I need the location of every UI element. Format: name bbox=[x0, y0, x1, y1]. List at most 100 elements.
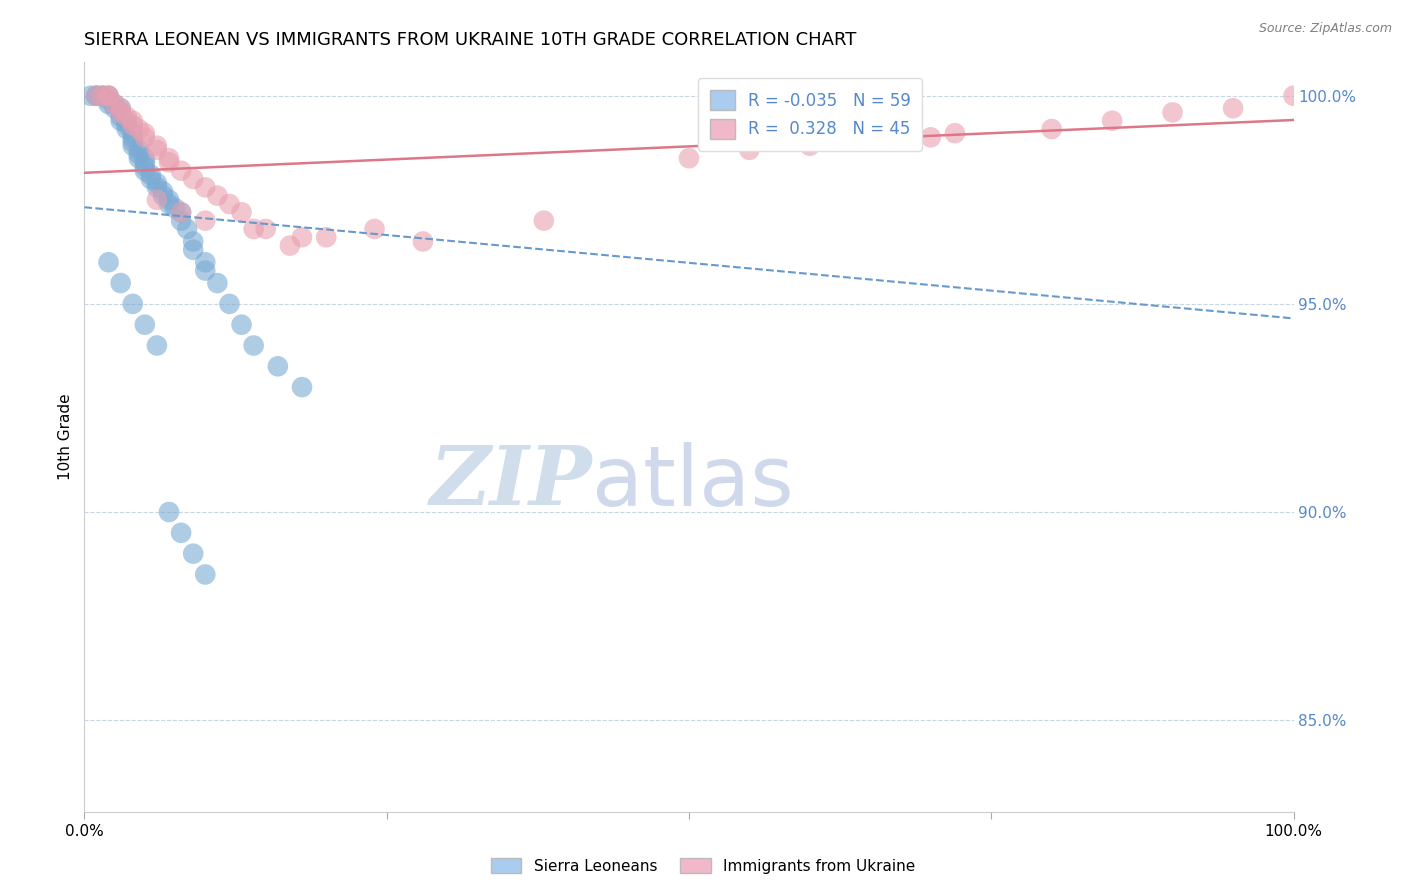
Point bbox=[170, 525, 193, 540]
Point bbox=[315, 230, 337, 244]
Point bbox=[207, 188, 229, 202]
Point bbox=[152, 188, 174, 202]
Point bbox=[121, 297, 143, 311]
Point bbox=[134, 155, 156, 169]
Point bbox=[859, 135, 882, 149]
Point bbox=[110, 101, 132, 115]
Point bbox=[194, 180, 217, 194]
Point bbox=[97, 93, 120, 107]
Point bbox=[207, 276, 229, 290]
Point bbox=[97, 97, 120, 112]
Point bbox=[128, 147, 150, 161]
Point bbox=[121, 130, 143, 145]
Point bbox=[134, 160, 156, 174]
Point bbox=[134, 126, 156, 140]
Point bbox=[1161, 105, 1184, 120]
Point bbox=[86, 88, 108, 103]
Point bbox=[110, 113, 132, 128]
Point bbox=[134, 318, 156, 332]
Point bbox=[91, 88, 114, 103]
Point bbox=[170, 213, 193, 227]
Point bbox=[115, 122, 138, 136]
Point bbox=[194, 255, 217, 269]
Point bbox=[110, 276, 132, 290]
Point bbox=[157, 193, 180, 207]
Point bbox=[146, 338, 169, 352]
Point bbox=[86, 88, 108, 103]
Point bbox=[231, 205, 253, 219]
Point bbox=[152, 185, 174, 199]
Point bbox=[242, 222, 264, 236]
Point bbox=[86, 88, 108, 103]
Point bbox=[134, 151, 156, 165]
Legend: Sierra Leoneans, Immigrants from Ukraine: Sierra Leoneans, Immigrants from Ukraine bbox=[485, 852, 921, 880]
Point bbox=[104, 97, 127, 112]
Point bbox=[115, 118, 138, 132]
Point bbox=[79, 88, 101, 103]
Point bbox=[412, 235, 434, 249]
Point bbox=[139, 172, 162, 186]
Point bbox=[231, 318, 253, 332]
Legend: R = -0.035   N = 59, R =  0.328   N = 45: R = -0.035 N = 59, R = 0.328 N = 45 bbox=[697, 78, 922, 151]
Point bbox=[157, 151, 180, 165]
Point bbox=[1040, 122, 1063, 136]
Point bbox=[170, 163, 193, 178]
Point bbox=[97, 88, 120, 103]
Point bbox=[97, 88, 120, 103]
Point bbox=[170, 205, 193, 219]
Point bbox=[91, 88, 114, 103]
Point bbox=[134, 163, 156, 178]
Point bbox=[110, 105, 132, 120]
Point bbox=[363, 222, 385, 236]
Point bbox=[97, 88, 120, 103]
Point bbox=[146, 176, 169, 190]
Point bbox=[181, 235, 204, 249]
Point bbox=[121, 138, 143, 153]
Point bbox=[1282, 88, 1305, 103]
Point bbox=[146, 193, 169, 207]
Point bbox=[1222, 101, 1244, 115]
Point bbox=[533, 213, 555, 227]
Point bbox=[128, 122, 150, 136]
Point bbox=[194, 263, 217, 277]
Point bbox=[278, 238, 301, 252]
Point bbox=[165, 201, 187, 215]
Point bbox=[242, 338, 264, 352]
Point bbox=[176, 222, 198, 236]
Point bbox=[181, 243, 204, 257]
Point bbox=[104, 101, 127, 115]
Point bbox=[181, 547, 204, 561]
Point bbox=[218, 197, 240, 211]
Point bbox=[91, 88, 114, 103]
Point bbox=[146, 143, 169, 157]
Point bbox=[181, 172, 204, 186]
Point bbox=[678, 151, 700, 165]
Point bbox=[97, 255, 120, 269]
Point bbox=[943, 126, 966, 140]
Point bbox=[146, 180, 169, 194]
Y-axis label: 10th Grade: 10th Grade bbox=[58, 393, 73, 481]
Point bbox=[170, 205, 193, 219]
Point bbox=[157, 505, 180, 519]
Point bbox=[267, 359, 290, 374]
Point bbox=[194, 567, 217, 582]
Text: ZIP: ZIP bbox=[430, 442, 592, 522]
Text: Source: ZipAtlas.com: Source: ZipAtlas.com bbox=[1258, 22, 1392, 36]
Point bbox=[110, 101, 132, 115]
Point bbox=[146, 138, 169, 153]
Point bbox=[139, 168, 162, 182]
Point bbox=[738, 143, 761, 157]
Point bbox=[104, 97, 127, 112]
Point bbox=[291, 230, 314, 244]
Point bbox=[128, 151, 150, 165]
Point bbox=[115, 110, 138, 124]
Text: atlas: atlas bbox=[592, 442, 794, 523]
Point bbox=[110, 110, 132, 124]
Point bbox=[121, 126, 143, 140]
Point bbox=[799, 138, 821, 153]
Point bbox=[110, 105, 132, 120]
Point bbox=[920, 130, 942, 145]
Point bbox=[121, 113, 143, 128]
Point bbox=[121, 135, 143, 149]
Point bbox=[194, 213, 217, 227]
